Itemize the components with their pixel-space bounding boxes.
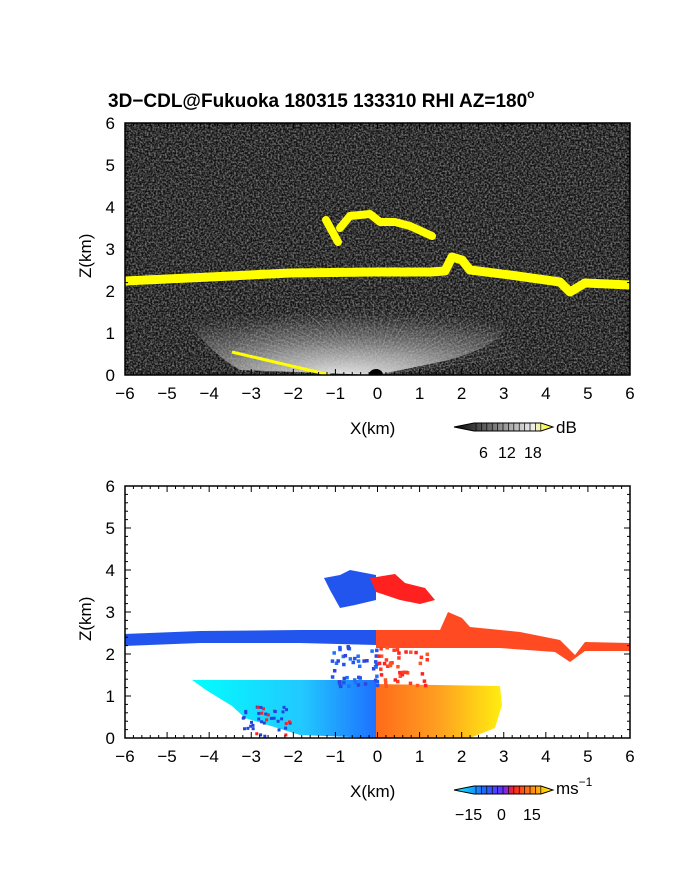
x-tick-label: −4 [199, 747, 218, 766]
velocity-ylabel: Z(km) [76, 597, 95, 641]
y-tick-label: 5 [106, 156, 115, 175]
y-tick-label: 6 [106, 477, 115, 496]
x-tick-label: −5 [157, 747, 176, 766]
x-tick-label: 3 [499, 384, 508, 403]
y-tick-label: 4 [106, 198, 115, 217]
reflectivity-ticks: −6 −5 −4 −3 −2 −1 0 1 2 3 4 5 6 0 1 2 3 4 5 6 [106, 114, 635, 403]
x-tick-label: 2 [457, 747, 466, 766]
y-tick-label: 2 [106, 645, 115, 664]
x-tick-label: −3 [242, 747, 261, 766]
x-tick-label: 5 [583, 747, 592, 766]
y-tick-label: 2 [106, 282, 115, 301]
x-tick-label: 0 [373, 384, 382, 403]
reflectivity-upper-cloud [322, 210, 436, 246]
radar-site-marker [369, 369, 383, 375]
reflectivity-colorbar-bar [453, 422, 555, 432]
x-tick-label: 3 [499, 747, 508, 766]
velocity-panel: −6 −5 −4 −3 −2 −1 0 1 2 3 4 5 6 0 1 2 3 4 5 6 X(km) Z(km) m… [76, 477, 635, 824]
reflectivity-colorbar: dB 6 12 18 [453, 418, 577, 462]
velocity-colorbar-tick-0: 0 [497, 807, 506, 824]
x-tick-label: 4 [541, 384, 550, 403]
reflectivity-colorbar-tick-6: 6 [479, 445, 488, 462]
figure-title: 3D−CDL@Fukuoka 180315 133310 RHI AZ=180o [108, 87, 535, 112]
x-tick-label: 4 [541, 747, 550, 766]
y-tick-label: 0 [106, 729, 115, 748]
y-tick-label: 3 [106, 240, 115, 259]
reflectivity-rays [232, 299, 521, 375]
velocity-colorbar-tick-minus15: −15 [455, 807, 482, 824]
x-tick-label: 5 [583, 384, 592, 403]
x-tick-label: 0 [373, 747, 382, 766]
velocity-upper-cloud-away [370, 574, 435, 604]
x-tick-label: 6 [625, 747, 634, 766]
velocity-colorbar-unit: ms−1 [556, 775, 593, 798]
y-tick-label: 3 [106, 603, 115, 622]
y-tick-label: 4 [106, 561, 115, 580]
reflectivity-xlabel: X(km) [350, 419, 395, 438]
y-tick-label: 1 [106, 324, 115, 343]
x-tick-label: 1 [415, 747, 424, 766]
velocity-low-level-away [376, 684, 502, 738]
velocity-upper-cloud-towards [324, 570, 376, 608]
reflectivity-colorbar-tick-12: 12 [498, 445, 516, 462]
reflectivity-colorbar-unit: dB [556, 418, 577, 437]
velocity-cloud-layer-towards [125, 630, 376, 646]
y-tick-label: 1 [106, 687, 115, 706]
reflectivity-ylabel: Z(km) [76, 234, 95, 278]
x-tick-label: −4 [199, 384, 218, 403]
x-tick-label: −3 [242, 384, 261, 403]
y-tick-label: 0 [106, 366, 115, 385]
x-tick-label: −1 [326, 384, 345, 403]
velocity-speckle [241, 645, 430, 738]
velocity-xlabel: X(km) [350, 782, 395, 801]
x-tick-label: −6 [115, 384, 134, 403]
x-tick-label: −1 [326, 747, 345, 766]
reflectivity-ground-line [231, 350, 331, 375]
velocity-colorbar-bar [453, 785, 555, 795]
reflectivity-echo-fan [185, 301, 505, 375]
velocity-low-level-towards [192, 680, 376, 738]
x-tick-label: 6 [625, 384, 634, 403]
x-tick-label: 2 [457, 384, 466, 403]
reflectivity-colorbar-tick-18: 18 [524, 445, 542, 462]
velocity-cloud-layer-away [376, 612, 630, 662]
velocity-colorbar-ticks [475, 786, 542, 794]
x-tick-label: 1 [415, 384, 424, 403]
velocity-ticks: −6 −5 −4 −3 −2 −1 0 1 2 3 4 5 6 0 1 2 3 4 5 6 [106, 477, 635, 766]
reflectivity-colorbar-ticks [475, 423, 542, 431]
x-tick-label: −5 [157, 384, 176, 403]
velocity-colorbar: ms−1 −15 0 15 [453, 775, 593, 824]
y-tick-label: 5 [106, 519, 115, 538]
y-tick-label: 6 [106, 114, 115, 133]
x-tick-label: −6 [115, 747, 134, 766]
x-tick-label: −2 [284, 384, 303, 403]
x-tick-label: −2 [284, 747, 303, 766]
velocity-colorbar-tick-15: 15 [523, 807, 541, 824]
reflectivity-cloud-layer [125, 252, 630, 297]
